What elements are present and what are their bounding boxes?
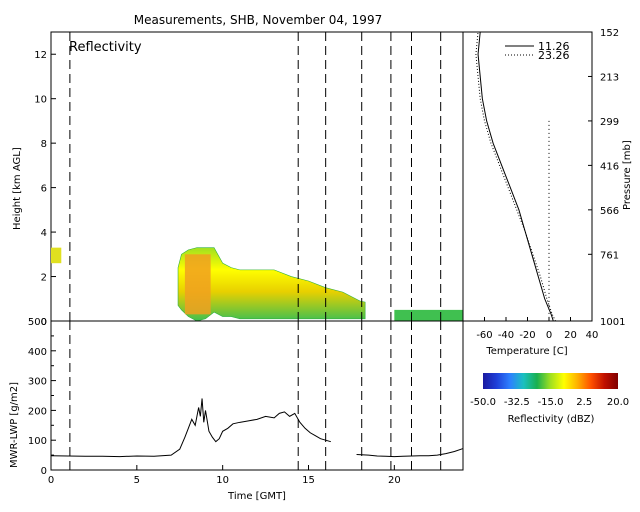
pressure-tick-label: 299 (600, 117, 619, 128)
cloud-echo (177, 247, 366, 322)
cloud-core (184, 254, 211, 315)
panel-label: Reflectivity (69, 40, 142, 55)
temperature-panel: -60 -40 -20 0 20 40 152 213 299 416 566 761 1001 11… (462, 28, 633, 357)
reflectivity-panel: 0 2 4 6 8 10 12 Reflectivity Height [km AGL] (12, 31, 464, 328)
y-tick-label: 0 (41, 317, 47, 328)
pressure-tick-label: 566 (600, 206, 619, 217)
pressure-tick-label: 152 (600, 28, 619, 39)
temperature-line (475, 31, 556, 322)
colorbar-tick-labels: -50.0 -32.5 -15.0 2.5 20.0 (470, 397, 629, 408)
temperature-frame (462, 31, 593, 322)
pressure-tick-label: 416 (600, 161, 619, 172)
pressure-tick-label: 1001 (600, 317, 625, 328)
reflectivity-dashed-lines (69, 32, 442, 321)
colorbar-tick-label: 20.0 (607, 397, 629, 408)
x-tick-label: 0 (546, 330, 552, 341)
colorbar-title: Reflectivity (dBZ) (508, 414, 595, 425)
y-tick-label: 300 (28, 377, 47, 388)
x-tick-label: -20 (519, 330, 535, 341)
y-tick-label: 8 (41, 139, 47, 150)
pressure-axis-label: Pressure [mb] (622, 140, 633, 210)
late-echo (394, 309, 463, 321)
y-tick-label: 4 (41, 228, 47, 239)
colorbar-tick-label: -50.0 (470, 397, 496, 408)
pressure-ticks: 152 213 299 416 566 761 1001 (588, 28, 625, 328)
x-tick-label: 5 (134, 475, 140, 486)
x-tick-label: 40 (586, 330, 599, 341)
x-tick-label: 0 (48, 475, 54, 486)
y-tick-label: 0 (41, 466, 47, 477)
x-tick-label: 15 (302, 475, 315, 486)
colorbar-gradient (483, 373, 618, 389)
colorbar-tick-label: 2.5 (576, 397, 592, 408)
reflectivity-echo-area (51, 247, 463, 322)
reflectivity-y-axis-label: Height [km AGL] (12, 147, 23, 230)
time-x-ticks: 0 5 10 15 20 (48, 465, 401, 486)
temperature-x-ticks: -60 -40 -20 0 20 40 (476, 317, 598, 341)
colorbar-tick-label: -15.0 (538, 397, 564, 408)
legend-label: 11.26 (538, 40, 570, 53)
x-tick-label: -60 (476, 330, 492, 341)
lwp-y-axis-label: MWR-LWP [g/m2] (9, 382, 20, 468)
lwp-y-ticks: 0 100 200 300 400 500 (28, 317, 56, 477)
temperature-x-axis-label: Temperature [C] (485, 346, 567, 357)
early-echo (51, 247, 62, 264)
temperature-line (477, 31, 554, 322)
y-tick-label: 10 (34, 95, 47, 106)
colorbar-tick-label: -32.5 (504, 397, 530, 408)
pressure-tick-label: 761 (600, 250, 619, 261)
pressure-tick-label: 213 (600, 72, 619, 83)
y-tick-label: 2 (41, 273, 47, 284)
colorbar: -50.0 -32.5 -15.0 2.5 20.0 Reflectivity (dBZ… (470, 373, 629, 425)
x-tick-label: 20 (388, 475, 401, 486)
x-tick-label: -40 (498, 330, 514, 341)
y-tick-label: 100 (28, 436, 47, 447)
lwp-line (356, 448, 464, 458)
y-tick-label: 6 (41, 184, 47, 195)
lwp-line (50, 398, 331, 458)
time-axis-label: Time [GMT] (227, 491, 286, 502)
x-tick-label: 10 (216, 475, 229, 486)
x-tick-label: 20 (564, 330, 577, 341)
legend-label: 23.26 (538, 49, 570, 62)
page-title: Measurements, SHB, November 04, 1997 (134, 13, 382, 27)
y-tick-label: 200 (28, 406, 47, 417)
y-tick-label: 400 (28, 347, 47, 358)
y-tick-label: 12 (34, 50, 47, 61)
lwp-dashed-lines (69, 321, 442, 470)
temperature-lines (475, 31, 556, 322)
lwp-frame (50, 320, 464, 471)
y-tick-label: 500 (28, 317, 47, 328)
lwp-series (50, 398, 464, 458)
lwp-panel: 0 100 200 300 400 500 0 5 10 15 20 Time [GMT] MWR… (9, 317, 464, 502)
